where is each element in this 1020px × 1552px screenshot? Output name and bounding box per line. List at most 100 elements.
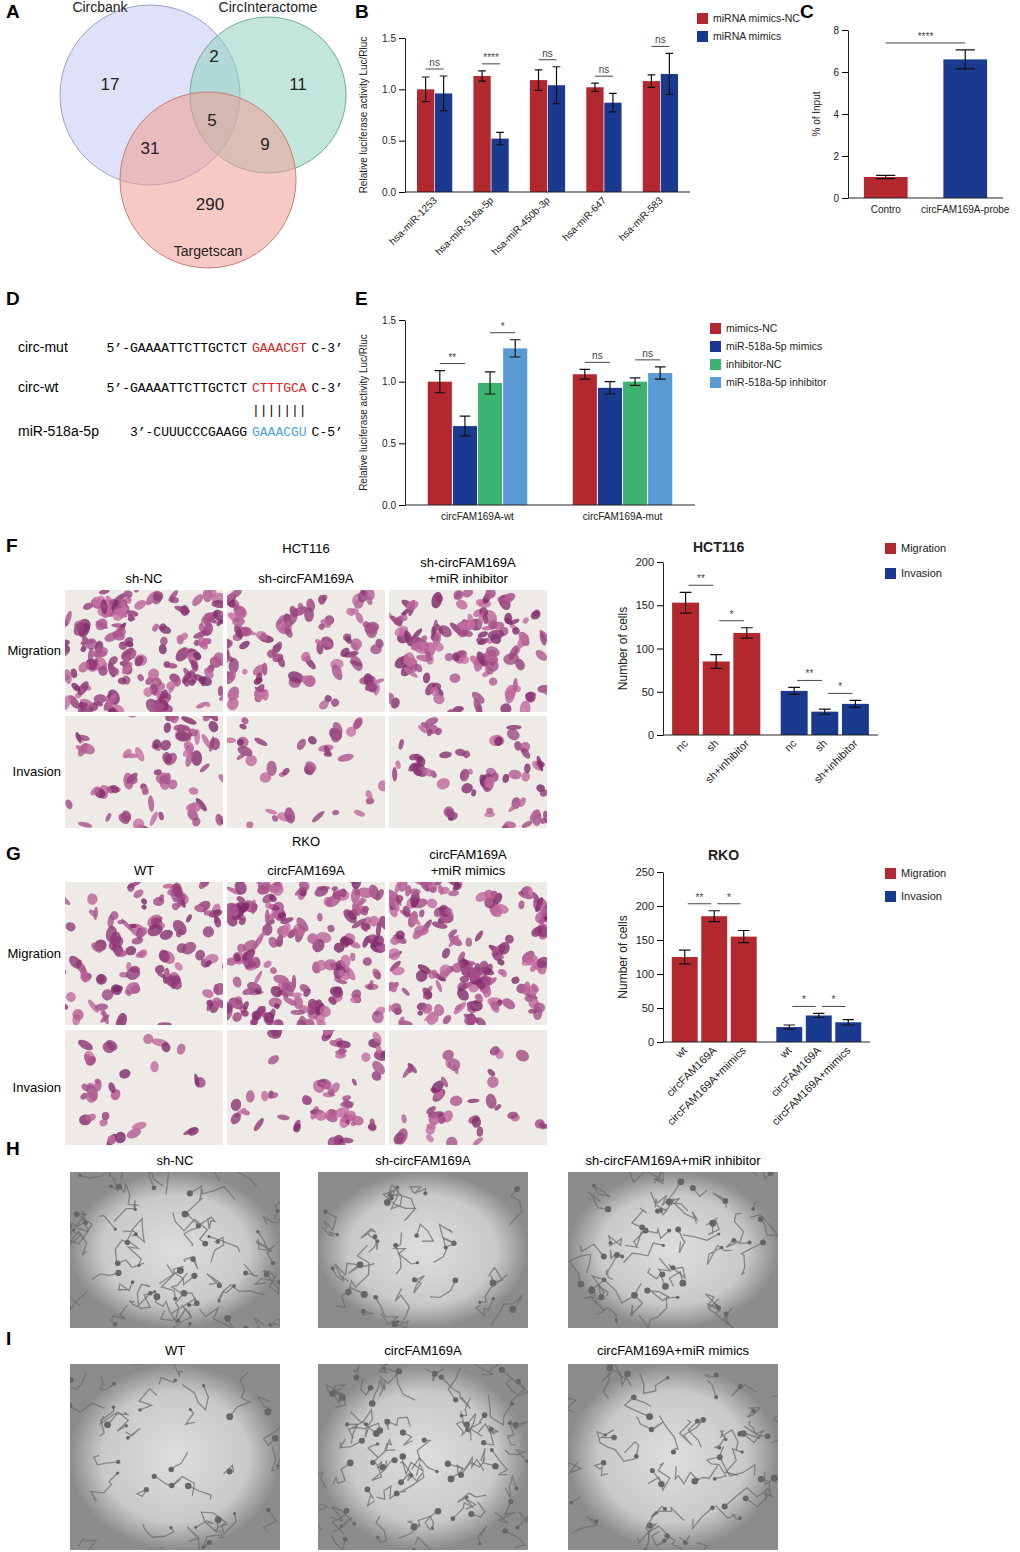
cell: [232, 906, 239, 916]
sequence-suffix: C-5’: [312, 425, 343, 440]
cell: [539, 788, 547, 797]
cell: [153, 897, 165, 907]
cell-cluster: [243, 1326, 249, 1328]
cell: [107, 654, 120, 666]
cell: [96, 974, 107, 985]
cell: [479, 960, 490, 972]
bar: [733, 633, 760, 735]
cell: [176, 724, 185, 733]
tube: [396, 1245, 401, 1274]
cell: [132, 818, 145, 828]
cell: [485, 655, 498, 662]
cell: [476, 703, 483, 712]
error-bar: [666, 53, 674, 94]
cell: [217, 773, 223, 787]
cell: [87, 893, 99, 906]
cell: [175, 928, 185, 939]
bar: [586, 87, 603, 192]
cell-cluster: [187, 1190, 193, 1196]
tube: [246, 1317, 264, 1328]
legend-label: Invasion: [901, 890, 942, 902]
cell: [170, 917, 190, 937]
cell-cluster: [116, 1471, 119, 1474]
column-label: sh-NC: [157, 1153, 194, 1168]
y-tick-label: 6: [833, 67, 839, 78]
cell: [488, 677, 497, 686]
cell: [202, 926, 214, 938]
bar-chart: 050100150200ncshsh+inhibitorncshsh+inhib…: [616, 539, 946, 785]
error-bar: [956, 50, 975, 69]
cell: [483, 664, 495, 676]
cell: [542, 684, 547, 695]
micrograph: [389, 882, 547, 1025]
cell-cluster: [202, 1241, 208, 1247]
cell-cluster: [266, 1508, 271, 1513]
cell-cluster: [189, 1408, 192, 1411]
cell: [311, 809, 326, 823]
cell: [329, 731, 342, 744]
cell: [502, 773, 510, 783]
cell: [486, 807, 494, 814]
cell: [374, 888, 385, 902]
cell: [95, 1003, 109, 1011]
sequence-name: miR-518a-5p: [18, 423, 99, 439]
cell: [331, 886, 338, 892]
cell: [482, 614, 489, 625]
y-axis-line: [405, 321, 406, 506]
cell-cluster: [202, 1384, 206, 1388]
tube: [632, 1208, 647, 1227]
cell-cluster: [336, 1233, 339, 1236]
image-background: [389, 590, 547, 712]
cell: [151, 701, 165, 711]
error-bar: [553, 67, 561, 104]
cell-cluster: [615, 1319, 618, 1322]
cell: [473, 929, 485, 943]
panel-title: RKO: [292, 834, 320, 849]
significance-label: ns: [542, 48, 553, 59]
x-axis-line: [848, 198, 1003, 199]
cell-cluster: [724, 1312, 729, 1317]
y-tick-mark: [657, 974, 663, 975]
significance-label: *: [501, 321, 505, 332]
cell: [480, 974, 493, 987]
cell: [229, 694, 240, 699]
cell: [450, 673, 461, 683]
cell: [440, 1076, 450, 1089]
bar-chart: 0.00.51.01.5circFAM169A-wtcircFAM169A-mu…: [358, 315, 827, 522]
cell: [124, 988, 133, 997]
cell: [421, 984, 434, 999]
tube: [724, 1307, 738, 1328]
tube: [108, 1412, 128, 1425]
legend-label: Invasion: [901, 567, 942, 579]
cell: [445, 1056, 462, 1074]
cell: [290, 1010, 305, 1015]
cell: [158, 811, 165, 821]
legend: mimics-NCmiR-518a-5p mimicsinhibitor-NCm…: [710, 322, 827, 388]
tube: [190, 1186, 235, 1199]
y-axis: 050100150200: [636, 556, 664, 741]
tube: [70, 1373, 86, 1390]
panel-label: E: [355, 288, 368, 309]
cell: [105, 925, 118, 943]
cell: [375, 1045, 382, 1054]
sequence-prefix: 5’-GAAAATTCTTGCTCT: [107, 341, 248, 356]
cell: [265, 909, 270, 925]
cell: [401, 1065, 413, 1079]
cell: [204, 959, 212, 968]
y-axis-title: % of Input: [811, 91, 822, 136]
legend-swatch: [697, 31, 708, 42]
tube: [132, 1218, 144, 1241]
cell: [530, 982, 541, 994]
cell: [292, 1122, 302, 1133]
cell: [323, 1108, 336, 1122]
tube: [143, 1524, 174, 1537]
tube: [174, 1266, 195, 1284]
cell: [508, 769, 522, 780]
cell-cluster: [264, 1271, 270, 1277]
bar: [503, 348, 527, 505]
cell: [70, 1007, 85, 1022]
cell: [350, 917, 367, 930]
panel-label: C: [800, 1, 814, 22]
cell-cluster: [331, 1266, 335, 1270]
error-bar: [460, 416, 471, 436]
